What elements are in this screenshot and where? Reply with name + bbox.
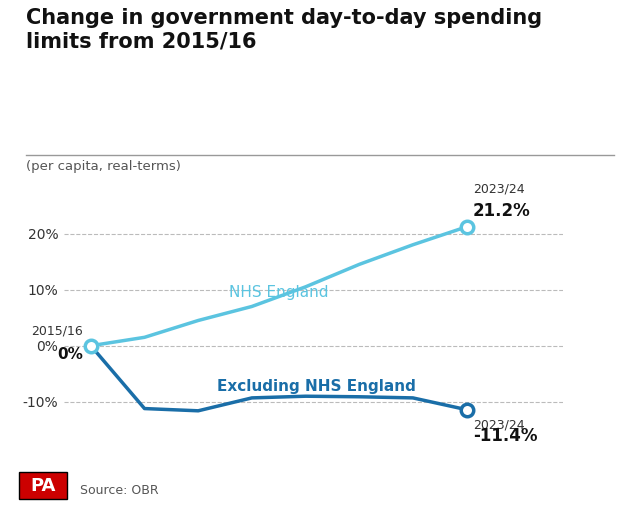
Text: Change in government day-to-day spending
limits from 2015/16: Change in government day-to-day spending… [26,8,541,52]
Text: PA: PA [31,477,56,495]
Text: 2015/16: 2015/16 [31,324,83,337]
Text: NHS England: NHS England [229,285,328,300]
Text: 2023/24: 2023/24 [473,418,525,431]
Text: 2023/24: 2023/24 [473,183,525,196]
Text: 21.2%: 21.2% [473,202,531,220]
Text: 0%: 0% [57,347,83,363]
Text: (per capita, real-terms): (per capita, real-terms) [26,160,180,173]
Text: -11.4%: -11.4% [473,426,538,445]
Text: Source: OBR: Source: OBR [80,484,159,497]
Text: Excluding NHS England: Excluding NHS England [217,379,416,393]
